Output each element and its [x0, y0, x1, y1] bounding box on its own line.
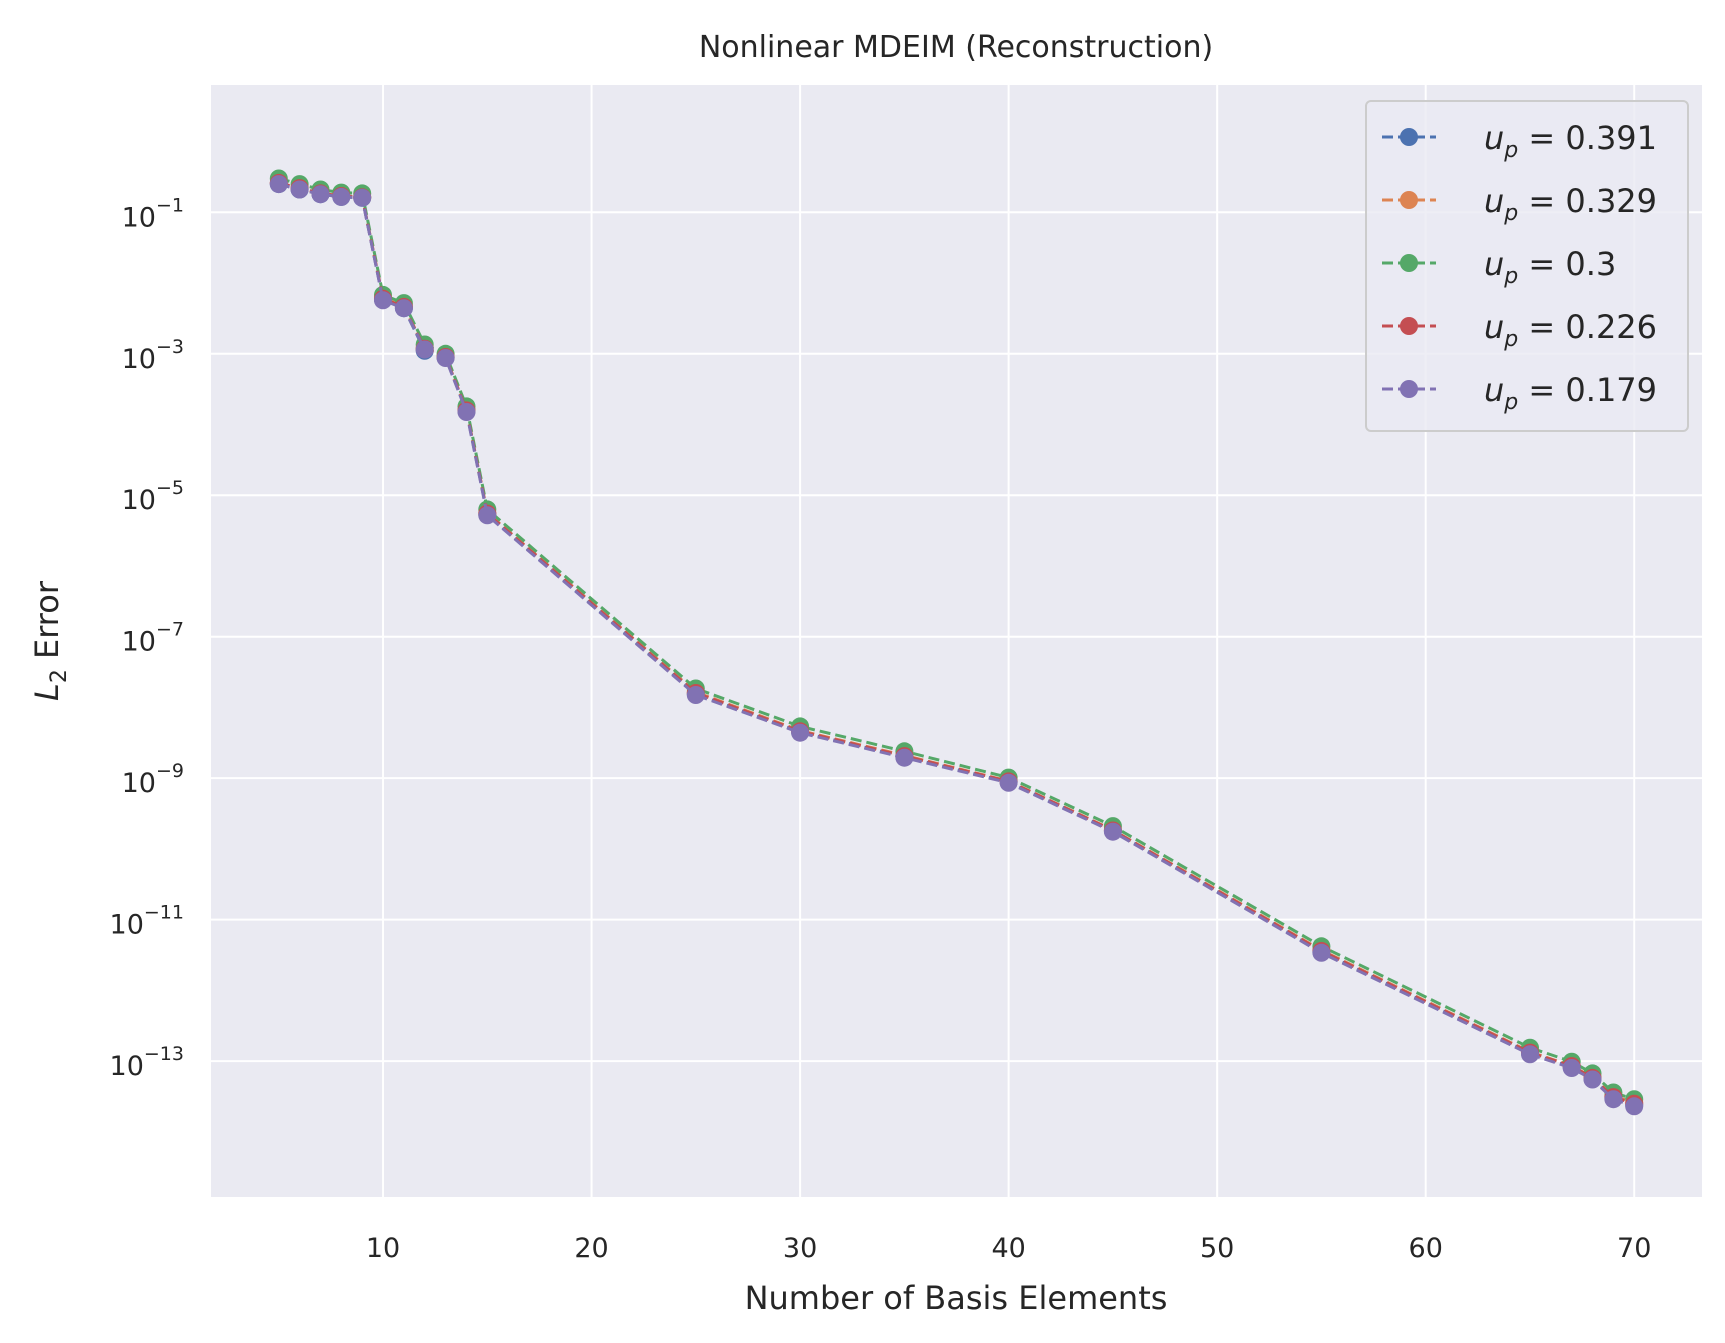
legend-item: up = 0.3 — [1382, 245, 1616, 289]
y-tick-label: 10−9 — [122, 760, 184, 799]
data-point — [311, 185, 330, 204]
x-tick-label: 40 — [991, 1233, 1025, 1264]
legend-label: up = 0.226 — [1484, 308, 1657, 352]
data-point — [332, 187, 351, 206]
x-tick-label: 70 — [1617, 1233, 1651, 1264]
data-point — [353, 188, 372, 207]
x-tick-label: 10 — [366, 1233, 400, 1264]
legend-marker — [1400, 128, 1418, 146]
y-axis-label-symbol: L — [28, 683, 66, 701]
legend-marker — [1400, 380, 1418, 398]
y-ticks: 10−1 10−3 10−5 10−7 10−9 10−11 10−13 — [110, 194, 184, 1082]
legend-item: up = 0.391 — [1382, 119, 1657, 163]
x-tick-label: 30 — [783, 1233, 817, 1264]
data-point — [1583, 1070, 1602, 1089]
data-point — [290, 180, 309, 199]
grid — [211, 85, 1702, 1197]
y-axis-label: L2 Error — [28, 580, 72, 701]
legend: up = 0.391 up = 0.329 up = 0.3 up = 0.226 up… — [1365, 100, 1689, 432]
legend-marker — [1400, 191, 1418, 209]
legend-item: up = 0.329 — [1382, 182, 1657, 226]
x-tick-label: 50 — [1200, 1233, 1234, 1264]
data-point — [1312, 943, 1331, 962]
x-tick-label: 20 — [574, 1233, 608, 1264]
y-tick-label: 10−3 — [122, 336, 184, 375]
legend-label: up = 0.329 — [1484, 182, 1657, 226]
chart-title: Nonlinear MDEIM (Reconstruction) — [699, 30, 1213, 65]
y-tick-label: 10−13 — [110, 1043, 184, 1082]
data-point — [436, 349, 455, 367]
series-layer — [269, 169, 1644, 1116]
x-axis-label: Number of Basis Elements — [745, 1279, 1168, 1317]
y-tick-label: 10−7 — [122, 619, 184, 658]
y-axis-label-rest: Error — [28, 580, 66, 669]
series-line — [278, 182, 1635, 1108]
data-point — [394, 299, 413, 318]
data-point — [999, 773, 1018, 792]
legend-item: up = 0.179 — [1382, 371, 1657, 415]
y-axis-label-subscript: 2 — [47, 669, 72, 683]
data-point — [686, 686, 705, 704]
data-point — [415, 340, 434, 359]
x-ticks: 10 20 30 40 50 60 70 — [366, 1233, 1652, 1264]
data-point — [1625, 1097, 1644, 1116]
data-point — [791, 723, 810, 742]
data-point — [1604, 1090, 1623, 1109]
series-5 — [269, 175, 1644, 1116]
data-point — [374, 291, 392, 310]
legend-label: up = 0.391 — [1484, 119, 1657, 163]
data-point — [895, 748, 914, 767]
y-tick-label: 10−1 — [122, 194, 184, 233]
data-point — [457, 403, 476, 421]
legend-label: up = 0.3 — [1484, 245, 1616, 289]
data-point — [1521, 1045, 1539, 1064]
legend-marker — [1400, 254, 1418, 272]
data-point — [1103, 822, 1122, 841]
legend-box — [1365, 100, 1689, 432]
legend-item: up = 0.226 — [1382, 308, 1657, 352]
legend-marker — [1400, 317, 1418, 335]
legend-label: up = 0.179 — [1484, 371, 1657, 415]
y-tick-label: 10−11 — [110, 902, 184, 941]
data-point — [269, 175, 288, 194]
series-line — [278, 177, 1635, 1101]
x-tick-label: 60 — [1409, 1233, 1443, 1264]
data-point — [1562, 1059, 1581, 1077]
data-point — [478, 506, 497, 525]
y-tick-label: 10−5 — [122, 477, 184, 516]
